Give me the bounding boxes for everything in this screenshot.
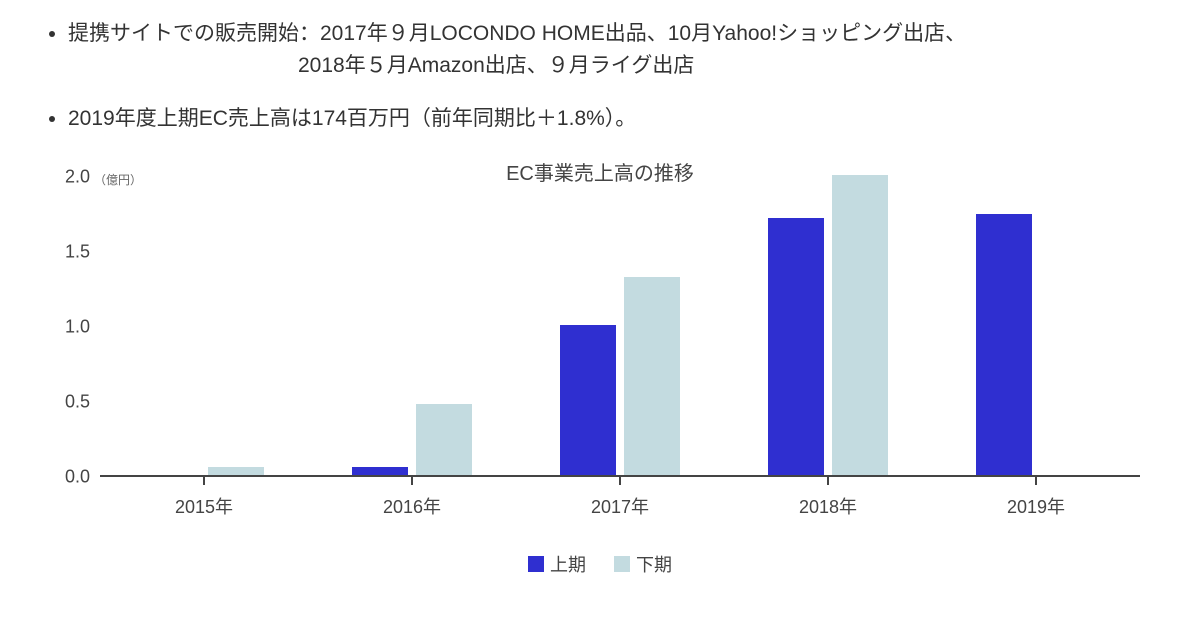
y-tick-label: 0.5 — [40, 391, 90, 412]
bar-下期 — [624, 277, 680, 475]
bullet-item-2: 2019年度上期EC売上高は174百万円（前年同期比＋1.8%）。 — [68, 103, 1160, 135]
bullet-item-1: 提携サイトでの販売開始：2017年９月LOCONDO HOME出品、10月Yah… — [68, 18, 1160, 81]
bar-上期 — [976, 214, 1032, 475]
x-tick-mark — [827, 477, 829, 485]
bullet-2-text: 2019年度上期EC売上高は174百万円（前年同期比＋1.8%）。 — [68, 107, 636, 130]
bullet-1-text-line2: 2018年５月Amazon出店、９月ライグ出店 — [68, 50, 1160, 82]
x-tick-label: 2018年 — [799, 493, 857, 519]
y-tick-label: 1.0 — [40, 316, 90, 337]
x-tick-label: 2015年 — [175, 493, 233, 519]
bullet-list: 提携サイトでの販売開始：2017年９月LOCONDO HOME出品、10月Yah… — [40, 18, 1160, 135]
y-tick-label: 0.0 — [40, 466, 90, 487]
legend-label: 上期 — [550, 551, 586, 577]
bar-下期 — [416, 404, 472, 475]
page-root: 提携サイトでの販売開始：2017年９月LOCONDO HOME出品、10月Yah… — [0, 0, 1200, 630]
legend-swatch — [614, 556, 630, 572]
x-tick-label: 2019年 — [1007, 493, 1065, 519]
chart-legend: 上期 下期 — [40, 551, 1160, 577]
x-tick-label: 2016年 — [383, 493, 441, 519]
x-tick-mark — [619, 477, 621, 485]
x-tick-mark — [203, 477, 205, 485]
bar-下期 — [832, 175, 888, 475]
y-tick-label: 1.5 — [40, 241, 90, 262]
legend-label: 下期 — [636, 551, 672, 577]
bullet-1-text-line1: 提携サイトでの販売開始：2017年９月LOCONDO HOME出品、10月Yah… — [68, 22, 966, 45]
chart-plot — [100, 177, 1140, 477]
legend-item: 下期 — [614, 551, 672, 577]
legend-swatch — [528, 556, 544, 572]
bar-下期 — [208, 467, 264, 475]
bar-上期 — [352, 467, 408, 475]
legend-item: 上期 — [528, 551, 586, 577]
y-axis-unit: （億円） — [94, 171, 142, 188]
bar-上期 — [768, 218, 824, 475]
bar-上期 — [560, 325, 616, 475]
x-tick-label: 2017年 — [591, 493, 649, 519]
chart-container: EC事業売上高の推移 上期下期 0.00.51.01.52.0（億円）2015年… — [40, 157, 1160, 577]
y-tick-label: 2.0 — [40, 166, 90, 187]
x-tick-mark — [1035, 477, 1037, 485]
x-tick-mark — [411, 477, 413, 485]
